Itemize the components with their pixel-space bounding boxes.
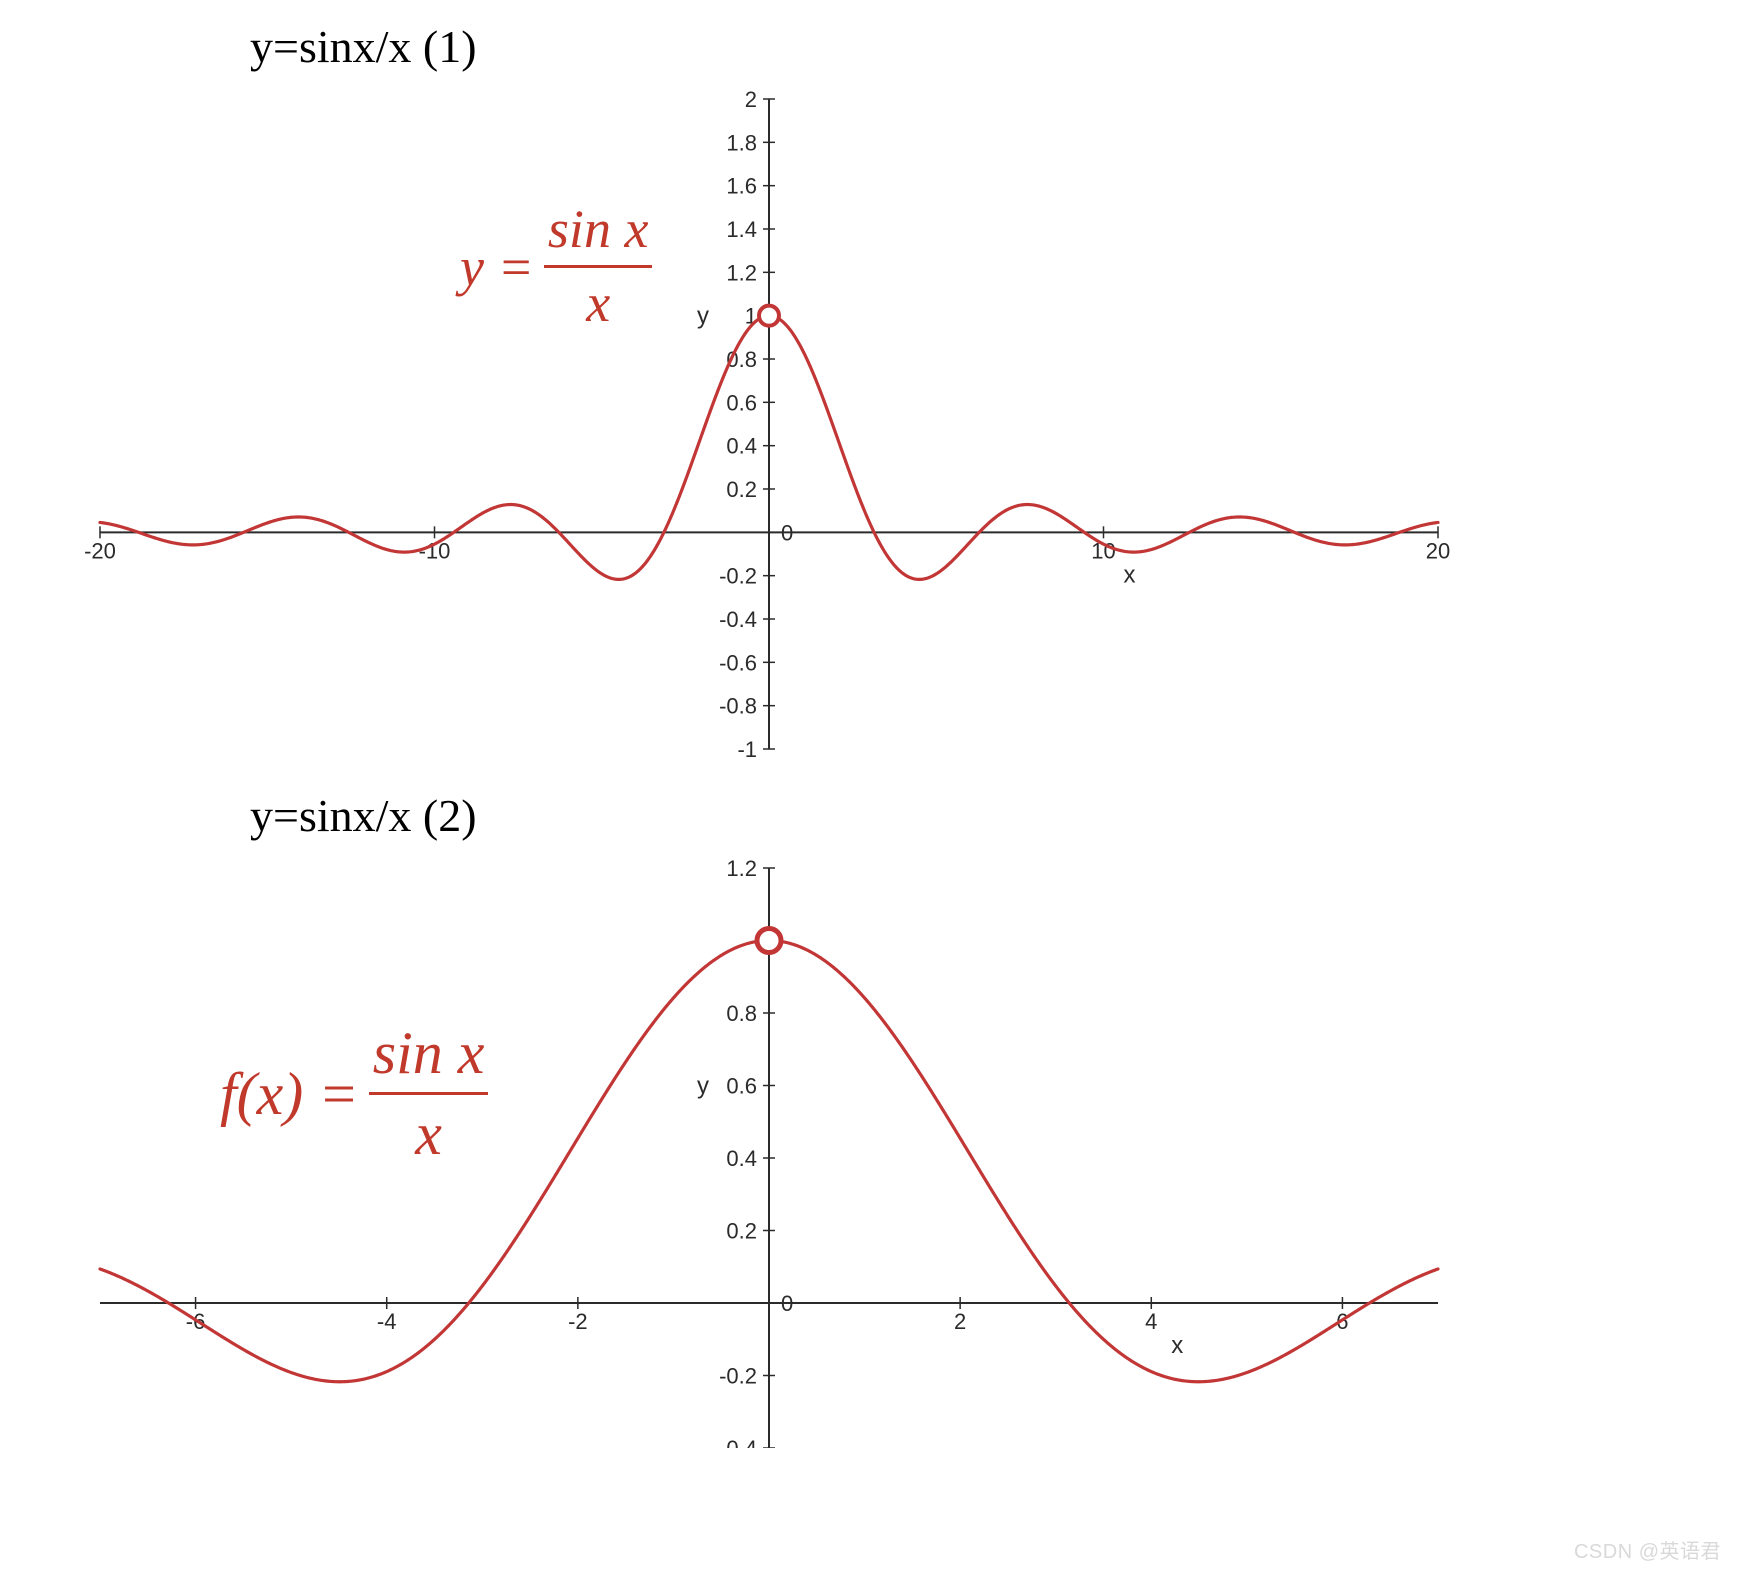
x-axis-label: x xyxy=(1171,1332,1183,1359)
y-tick-label: 0.4 xyxy=(726,1146,757,1171)
y-tick-label: 0.2 xyxy=(726,477,757,502)
x-tick-label: 2 xyxy=(954,1309,966,1334)
x-axis-label: x xyxy=(1124,561,1136,588)
chart2-formula-left: f(x) = xyxy=(220,1064,365,1124)
x-tick-label: -4 xyxy=(377,1309,397,1334)
chart1-formula-denominator: x xyxy=(544,274,653,333)
page: y=sinx/x (1) -20-101020x21.81.61.41.210.… xyxy=(0,0,1743,1574)
y-tick-label: 2 xyxy=(745,87,757,112)
y-tick-label: -0.4 xyxy=(719,607,757,632)
y-tick-label: -1 xyxy=(737,737,757,762)
chart2-heading: y=sinx/x (2) xyxy=(250,789,1743,842)
y-tick-label: -0.6 xyxy=(719,650,757,675)
y-tick-label: 1.6 xyxy=(726,174,757,199)
x-tick-label: 4 xyxy=(1145,1309,1157,1334)
chart2-formula-numerator: sin x xyxy=(369,1020,489,1086)
y-tick-label: 0.6 xyxy=(726,1074,757,1099)
open-point-marker xyxy=(757,929,781,953)
watermark: CSDN @英语君 xyxy=(1574,1535,1721,1564)
y-tick-label: 0 xyxy=(781,1291,793,1316)
chart1-svg: -20-101020x21.81.61.41.210.80.60.40.20-0… xyxy=(0,79,1538,769)
y-tick-label: 1.4 xyxy=(726,217,757,242)
y-tick-label: 0.4 xyxy=(726,434,757,459)
chart2-formula: f(x) = sin x x xyxy=(220,1020,488,1167)
y-tick-label: -0.2 xyxy=(719,564,757,589)
chart1-formula-numerator: sin x xyxy=(544,200,653,259)
section-chart-1: y=sinx/x (1) -20-101020x21.81.61.41.210.… xyxy=(0,20,1743,769)
y-tick-label: -0.8 xyxy=(719,694,757,719)
y-axis-label: y xyxy=(697,303,709,330)
chart1-heading: y=sinx/x (1) xyxy=(250,20,1743,73)
x-tick-label: -20 xyxy=(84,538,116,563)
chart2-formula-fraction: sin x x xyxy=(369,1020,489,1167)
chart1-wrap: -20-101020x21.81.61.41.210.80.60.40.20-0… xyxy=(0,79,1743,769)
x-tick-label: 20 xyxy=(1426,538,1450,563)
y-tick-label: -0.2 xyxy=(719,1364,757,1389)
y-tick-label: 1.2 xyxy=(726,856,757,881)
y-axis-label: y xyxy=(697,1073,709,1100)
open-point-marker xyxy=(759,306,779,326)
x-tick-label: 10 xyxy=(1091,538,1115,563)
chart2-formula-bar xyxy=(369,1092,489,1095)
chart1-formula-fraction: sin x x xyxy=(544,200,653,334)
y-tick-label: 0.6 xyxy=(726,390,757,415)
chart2-formula-denominator: x xyxy=(369,1101,489,1167)
chart1-formula: y = sin x x xyxy=(460,200,652,334)
y-tick-label: -0.4 xyxy=(719,1436,757,1448)
y-tick-label: 0.2 xyxy=(726,1219,757,1244)
y-tick-label: 0 xyxy=(781,520,793,545)
y-tick-label: 0.8 xyxy=(726,1001,757,1026)
x-tick-label: -2 xyxy=(568,1309,588,1334)
chart1-formula-bar xyxy=(544,265,653,268)
chart1-formula-left: y = xyxy=(460,240,540,294)
y-tick-label: 1.8 xyxy=(726,130,757,155)
x-tick-label: -10 xyxy=(419,538,451,563)
y-tick-label: 1.2 xyxy=(726,260,757,285)
